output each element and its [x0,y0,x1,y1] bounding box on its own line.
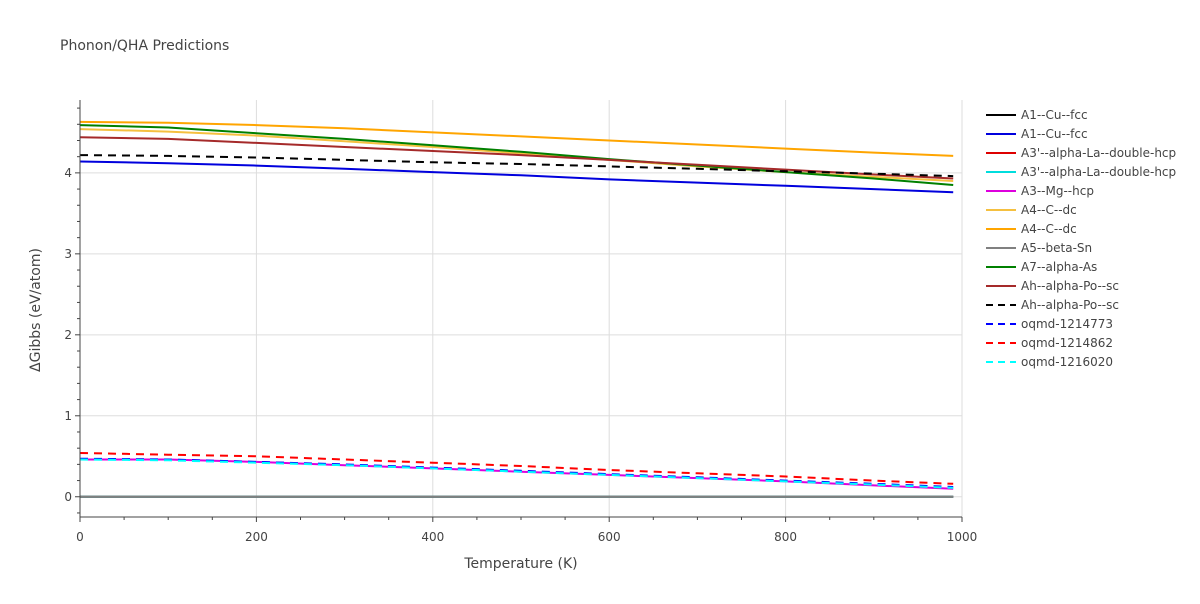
y-tick-label: 2 [64,328,72,342]
series-line-1 [79,160,954,194]
legend-label: A3'--alpha-La--double-hcp [1021,146,1176,160]
legend-label: Ah--alpha-Po--sc [1021,279,1119,293]
legend-label: A3--Mg--hcp [1021,184,1094,198]
legend-label: A4--C--dc [1021,203,1077,217]
legend-label: oqmd-1214862 [1021,336,1113,350]
x-tick-label: 600 [598,530,621,544]
legend: A1--Cu--fcc A1--Cu--fcc A3'--alpha-La--dou… [986,108,1176,369]
series-line-6 [79,120,954,157]
y-tick-label: 1 [64,409,72,423]
series-line-10 [79,154,954,178]
legend-label: A1--Cu--fcc [1021,108,1088,122]
y-tick-label: 3 [64,247,72,261]
x-tick-label: 400 [421,530,444,544]
series-line-12 [79,452,954,485]
legend-label: A4--C--dc [1021,222,1077,236]
series-line-8 [79,124,954,186]
y-tick-label: 4 [64,166,72,180]
legend-label: Ah--alpha-Po--sc [1021,298,1119,312]
legend-label: A1--Cu--fcc [1021,127,1088,141]
x-tick-label: 800 [774,530,797,544]
legend-label: oqmd-1216020 [1021,355,1113,369]
x-tick-label: 0 [76,530,84,544]
y-tick-label: 0 [64,490,72,504]
x-tick-label: 1000 [947,530,978,544]
legend-label: A3'--alpha-La--double-hcp [1021,165,1176,179]
axes: 0 200 400 600 800 1000 0 1 2 3 4 [64,100,977,544]
legend-label: oqmd-1214773 [1021,317,1113,331]
chart-title: Phonon/QHA Predictions [60,38,229,54]
legend-label: A5--beta-Sn [1021,241,1092,255]
series-line-13 [79,458,954,489]
series-layer [79,120,954,498]
y-axis-title: ΔGibbs (eV/atom) [28,248,44,372]
legend-label: A7--alpha-As [1021,260,1097,274]
x-axis-title: Temperature (K) [463,556,577,572]
x-tick-label: 200 [245,530,268,544]
